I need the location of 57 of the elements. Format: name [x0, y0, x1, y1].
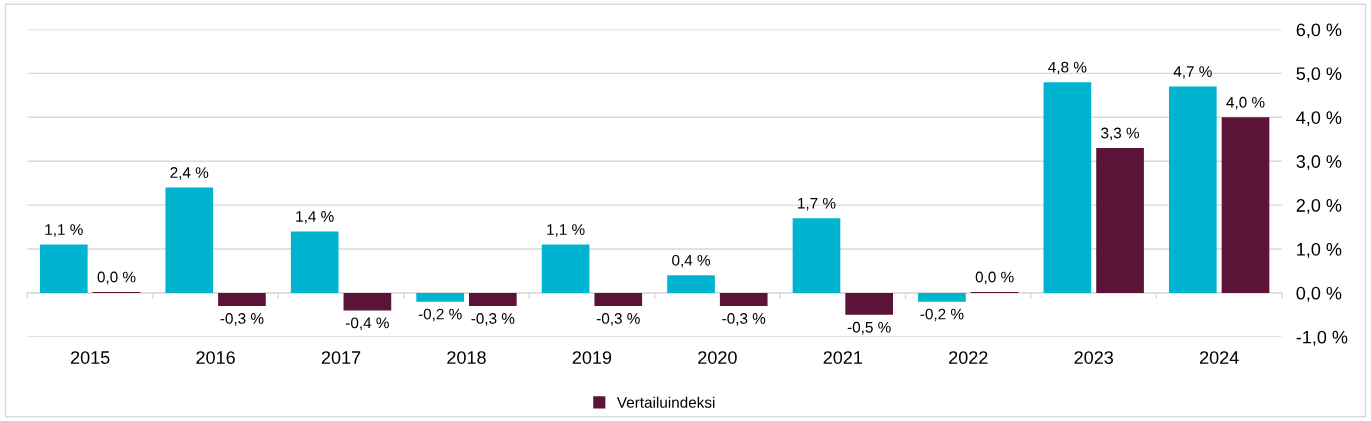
bar	[1096, 148, 1144, 293]
y-tick-label: -1,0 %	[1296, 330, 1348, 346]
data-label: 3,3 %	[1101, 127, 1140, 141]
x-tick-label: 2020	[698, 351, 737, 364]
bar	[468, 292, 517, 307]
data-label: -0,3 %	[471, 313, 515, 326]
bar	[667, 275, 715, 293]
x-tick-label: 2023	[1074, 351, 1114, 364]
data-label: -0,2 %	[418, 308, 462, 322]
x-tick-label: 2019	[572, 351, 612, 364]
data-label: 1,4 %	[296, 211, 334, 224]
y-tick-label: 6,0 %	[1296, 23, 1342, 39]
data-label: 1,1 %	[547, 224, 585, 237]
data-label: 2,4 %	[170, 167, 209, 180]
data-label: -0,3 %	[722, 313, 766, 326]
bar	[290, 231, 339, 293]
bar	[594, 292, 643, 307]
data-label: -0,5 %	[847, 321, 891, 335]
data-label: 1,1 %	[45, 224, 83, 237]
bar	[1043, 82, 1092, 293]
x-tick-label: 2024	[1199, 351, 1239, 364]
x-tick-label: 2015	[70, 351, 110, 364]
data-label: -0,2 %	[920, 308, 964, 322]
data-label: 0,0 %	[975, 271, 1014, 285]
bar	[1221, 117, 1270, 293]
data-label: 4,7 %	[1173, 66, 1212, 79]
data-label: 4,0 %	[1226, 96, 1265, 110]
x-tick-label: 2016	[196, 351, 235, 364]
bar	[1168, 86, 1217, 293]
data-label: 0,4 %	[672, 254, 711, 268]
bar	[218, 292, 266, 307]
bar	[719, 292, 768, 307]
bar	[343, 292, 392, 311]
y-tick-label: 3,0 %	[1296, 155, 1342, 171]
y-tick-label: 5,0 %	[1296, 67, 1342, 83]
bar	[845, 292, 893, 315]
bar	[39, 244, 88, 293]
data-label: -0,3 %	[220, 313, 264, 326]
data-label: 0,0 %	[97, 271, 136, 285]
data-label: 4,8 %	[1048, 61, 1087, 75]
x-tick-label: 2022	[949, 351, 988, 364]
bar	[541, 244, 590, 293]
y-tick-label: 1,0 %	[1297, 242, 1342, 258]
data-label: -0,3 %	[596, 313, 640, 326]
legend-label: Vertailuindeksi	[616, 396, 715, 408]
bar	[792, 218, 841, 293]
y-tick-label: 4,0 %	[1296, 111, 1342, 127]
bar	[416, 292, 464, 302]
bar	[918, 292, 966, 302]
bar	[165, 187, 214, 293]
data-label: 1,7 %	[798, 197, 836, 211]
x-tick-label: 2017	[321, 351, 361, 364]
data-label: -0,4 %	[345, 317, 389, 331]
y-tick-label: 2,0 %	[1296, 199, 1342, 214]
x-tick-label: 2018	[447, 351, 486, 364]
y-tick-label: 0,0 %	[1296, 286, 1342, 302]
x-tick-label: 2021	[823, 351, 863, 364]
